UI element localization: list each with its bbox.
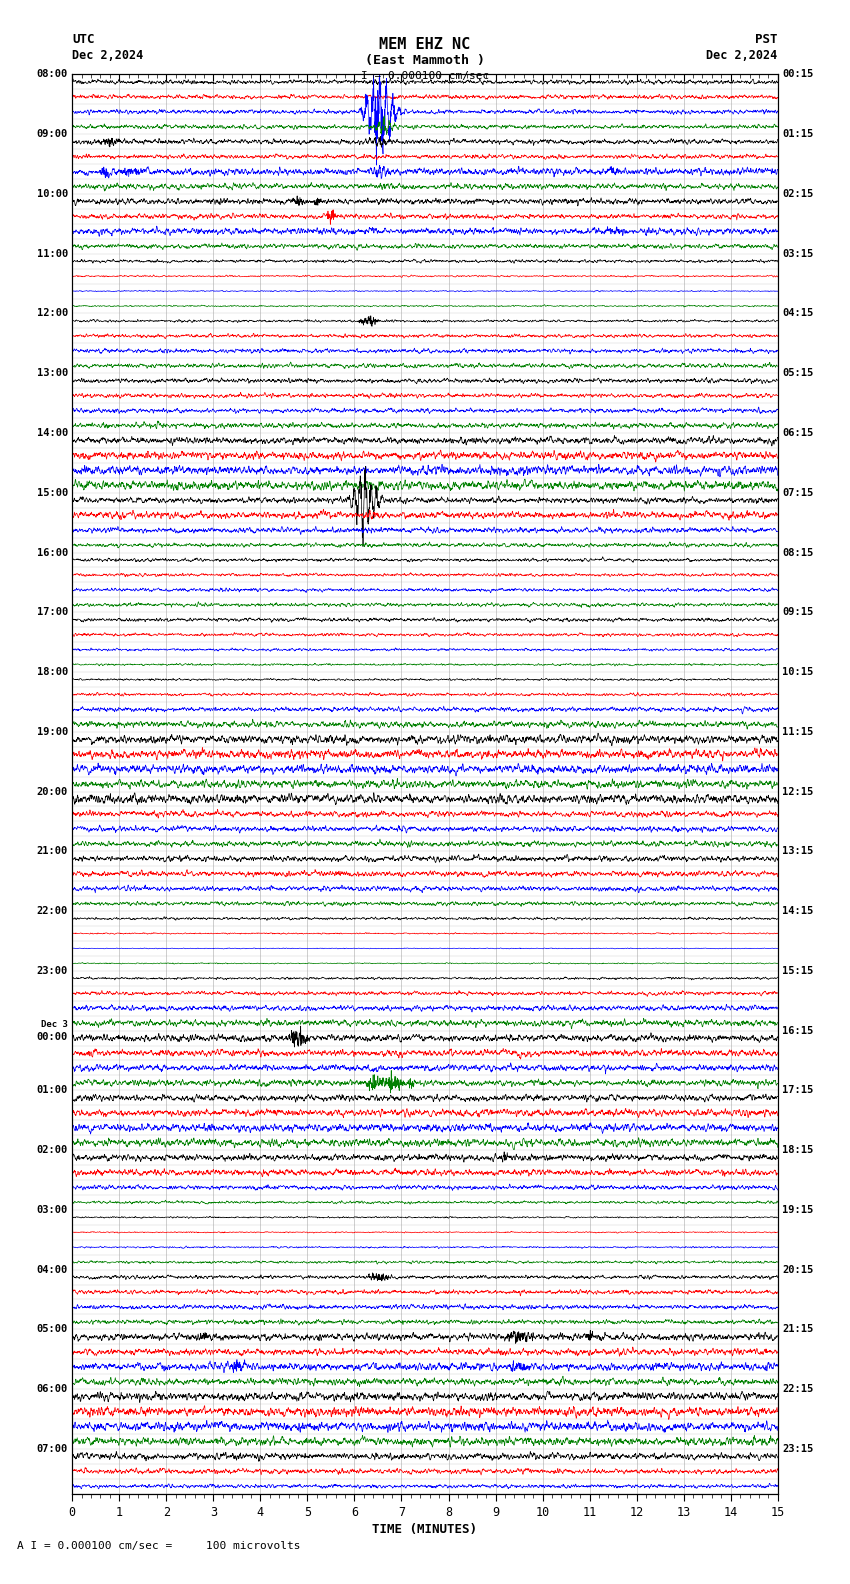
Text: Dec 3: Dec 3	[41, 1020, 68, 1028]
Text: 11:00: 11:00	[37, 249, 68, 258]
Text: 21:15: 21:15	[782, 1324, 813, 1334]
Text: 05:15: 05:15	[782, 367, 813, 379]
Text: 23:00: 23:00	[37, 966, 68, 976]
Text: 05:00: 05:00	[37, 1324, 68, 1334]
Text: 03:15: 03:15	[782, 249, 813, 258]
Text: 12:15: 12:15	[782, 787, 813, 797]
Text: 04:15: 04:15	[782, 309, 813, 318]
Text: 15:00: 15:00	[37, 488, 68, 497]
Text: Dec 2,2024: Dec 2,2024	[72, 49, 144, 62]
Text: 10:00: 10:00	[37, 188, 68, 200]
Text: 08:00: 08:00	[37, 70, 68, 79]
Text: 07:15: 07:15	[782, 488, 813, 497]
Text: 21:00: 21:00	[37, 846, 68, 857]
Text: 12:00: 12:00	[37, 309, 68, 318]
Text: 09:15: 09:15	[782, 607, 813, 618]
X-axis label: TIME (MINUTES): TIME (MINUTES)	[372, 1522, 478, 1535]
Text: 17:00: 17:00	[37, 607, 68, 618]
Text: 18:00: 18:00	[37, 667, 68, 676]
Text: 06:00: 06:00	[37, 1384, 68, 1394]
Text: 01:00: 01:00	[37, 1085, 68, 1096]
Text: 15:15: 15:15	[782, 966, 813, 976]
Text: 22:15: 22:15	[782, 1384, 813, 1394]
Text: 20:15: 20:15	[782, 1264, 813, 1275]
Text: PST: PST	[756, 33, 778, 46]
Text: I = 0.000100 cm/sec: I = 0.000100 cm/sec	[361, 71, 489, 81]
Text: 16:00: 16:00	[37, 548, 68, 558]
Text: Dec 2,2024: Dec 2,2024	[706, 49, 778, 62]
Text: UTC: UTC	[72, 33, 94, 46]
Text: 02:15: 02:15	[782, 188, 813, 200]
Text: 00:00: 00:00	[37, 1031, 68, 1042]
Text: 13:15: 13:15	[782, 846, 813, 857]
Text: 02:00: 02:00	[37, 1145, 68, 1155]
Text: MEM EHZ NC: MEM EHZ NC	[379, 36, 471, 52]
Text: 06:15: 06:15	[782, 428, 813, 439]
Text: 10:15: 10:15	[782, 667, 813, 676]
Text: 04:00: 04:00	[37, 1264, 68, 1275]
Text: 19:00: 19:00	[37, 727, 68, 737]
Text: A I = 0.000100 cm/sec =     100 microvolts: A I = 0.000100 cm/sec = 100 microvolts	[17, 1541, 301, 1551]
Text: 22:00: 22:00	[37, 906, 68, 916]
Text: 07:00: 07:00	[37, 1445, 68, 1454]
Text: 08:15: 08:15	[782, 548, 813, 558]
Text: 09:00: 09:00	[37, 130, 68, 139]
Text: 20:00: 20:00	[37, 787, 68, 797]
Text: 13:00: 13:00	[37, 367, 68, 379]
Text: 03:00: 03:00	[37, 1205, 68, 1215]
Text: 18:15: 18:15	[782, 1145, 813, 1155]
Text: 17:15: 17:15	[782, 1085, 813, 1096]
Text: 11:15: 11:15	[782, 727, 813, 737]
Text: 14:15: 14:15	[782, 906, 813, 916]
Text: 01:15: 01:15	[782, 130, 813, 139]
Text: (East Mammoth ): (East Mammoth )	[365, 54, 485, 67]
Text: 16:15: 16:15	[782, 1025, 813, 1036]
Text: 00:15: 00:15	[782, 70, 813, 79]
Text: 23:15: 23:15	[782, 1445, 813, 1454]
Text: 14:00: 14:00	[37, 428, 68, 439]
Text: 19:15: 19:15	[782, 1205, 813, 1215]
